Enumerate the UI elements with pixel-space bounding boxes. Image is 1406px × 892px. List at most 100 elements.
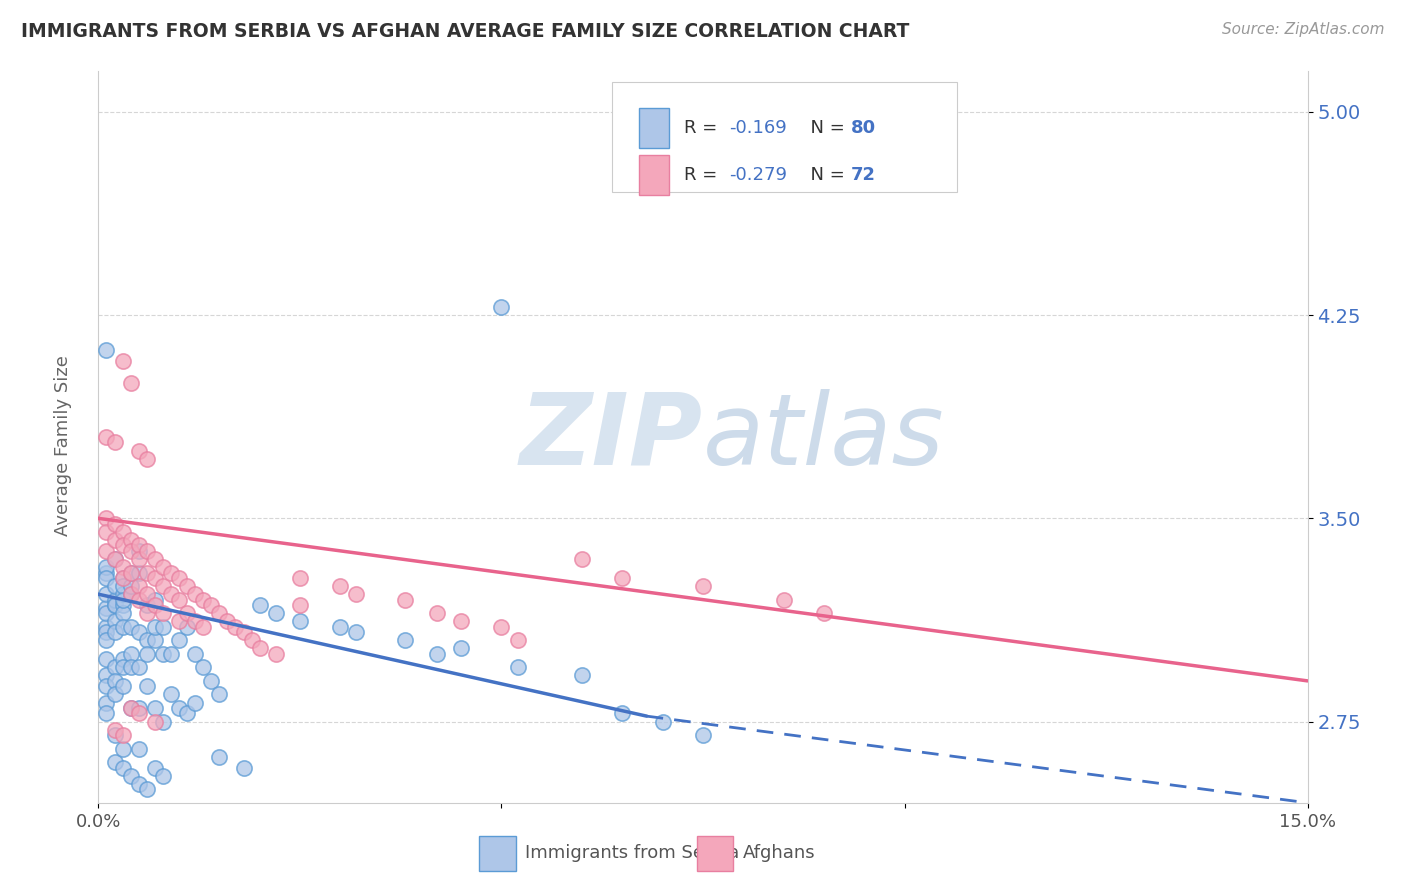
Point	[96, 620, 118, 634]
Point	[143, 714, 166, 729]
Point	[184, 647, 207, 661]
Point	[249, 641, 271, 656]
Point	[176, 606, 198, 620]
Point	[128, 566, 150, 580]
Point	[491, 620, 513, 634]
Point	[152, 620, 174, 634]
Point	[394, 633, 416, 648]
FancyBboxPatch shape	[613, 82, 957, 192]
Point	[120, 647, 142, 661]
Point	[120, 544, 142, 558]
Point	[120, 376, 142, 390]
Text: N =: N =	[799, 119, 851, 136]
Point	[120, 660, 142, 674]
Text: IMMIGRANTS FROM SERBIA VS AFGHAN AVERAGE FAMILY SIZE CORRELATION CHART: IMMIGRANTS FROM SERBIA VS AFGHAN AVERAGE…	[21, 22, 910, 41]
Point	[111, 741, 134, 756]
Point	[240, 633, 263, 648]
Point	[111, 579, 134, 593]
Point	[152, 647, 174, 661]
Point	[103, 598, 125, 612]
Point	[506, 633, 529, 648]
Point	[135, 451, 157, 466]
Point	[103, 673, 125, 688]
Point	[491, 300, 513, 314]
Point	[128, 660, 150, 674]
Point	[128, 544, 150, 558]
Point	[128, 706, 150, 721]
Point	[111, 660, 134, 674]
Point	[208, 606, 231, 620]
Point	[450, 641, 472, 656]
Point	[111, 620, 134, 634]
Point	[120, 566, 142, 580]
Point	[103, 688, 125, 702]
Text: -0.279: -0.279	[730, 166, 787, 185]
Point	[208, 749, 231, 764]
Point	[96, 587, 118, 601]
Point	[143, 552, 166, 566]
Point	[160, 647, 183, 661]
Point	[344, 625, 367, 640]
Point	[135, 566, 157, 580]
Point	[288, 598, 311, 612]
Point	[103, 552, 125, 566]
Point	[103, 723, 125, 737]
Point	[184, 615, 207, 629]
Point	[96, 668, 118, 682]
Point	[772, 592, 794, 607]
Point	[96, 652, 118, 666]
Point	[344, 587, 367, 601]
Point	[167, 615, 190, 629]
Point	[176, 620, 198, 634]
Point	[143, 701, 166, 715]
Point	[96, 343, 118, 358]
Point	[111, 571, 134, 585]
Text: R =: R =	[683, 166, 723, 185]
Point	[120, 579, 142, 593]
Point	[733, 809, 755, 823]
Point	[160, 566, 183, 580]
Point	[111, 606, 134, 620]
Point	[120, 620, 142, 634]
Point	[128, 579, 150, 593]
Point	[506, 660, 529, 674]
Text: 80: 80	[851, 119, 876, 136]
Point	[200, 598, 222, 612]
Point	[329, 579, 352, 593]
Point	[288, 571, 311, 585]
Point	[651, 714, 673, 729]
Point	[120, 701, 142, 715]
Point	[96, 600, 118, 615]
Point	[96, 566, 118, 580]
Text: atlas: atlas	[703, 389, 945, 485]
Text: Source: ZipAtlas.com: Source: ZipAtlas.com	[1222, 22, 1385, 37]
Point	[450, 615, 472, 629]
Point	[103, 435, 125, 450]
Point	[120, 533, 142, 547]
Point	[692, 579, 714, 593]
Point	[264, 606, 287, 620]
Point	[167, 701, 190, 715]
Point	[96, 679, 118, 693]
Point	[128, 741, 150, 756]
Point	[193, 660, 215, 674]
Point	[96, 625, 118, 640]
Point	[176, 579, 198, 593]
Point	[184, 696, 207, 710]
Point	[103, 579, 125, 593]
Point	[426, 647, 449, 661]
Point	[128, 701, 150, 715]
Point	[103, 660, 125, 674]
Point	[426, 606, 449, 620]
Point	[193, 620, 215, 634]
Text: N =: N =	[799, 166, 851, 185]
Point	[167, 633, 190, 648]
Point	[143, 598, 166, 612]
Point	[96, 571, 118, 585]
Text: Immigrants from Serbia: Immigrants from Serbia	[526, 844, 740, 862]
Point	[103, 615, 125, 629]
Point	[103, 552, 125, 566]
Point	[128, 443, 150, 458]
Text: -0.169: -0.169	[730, 119, 787, 136]
Point	[612, 706, 634, 721]
